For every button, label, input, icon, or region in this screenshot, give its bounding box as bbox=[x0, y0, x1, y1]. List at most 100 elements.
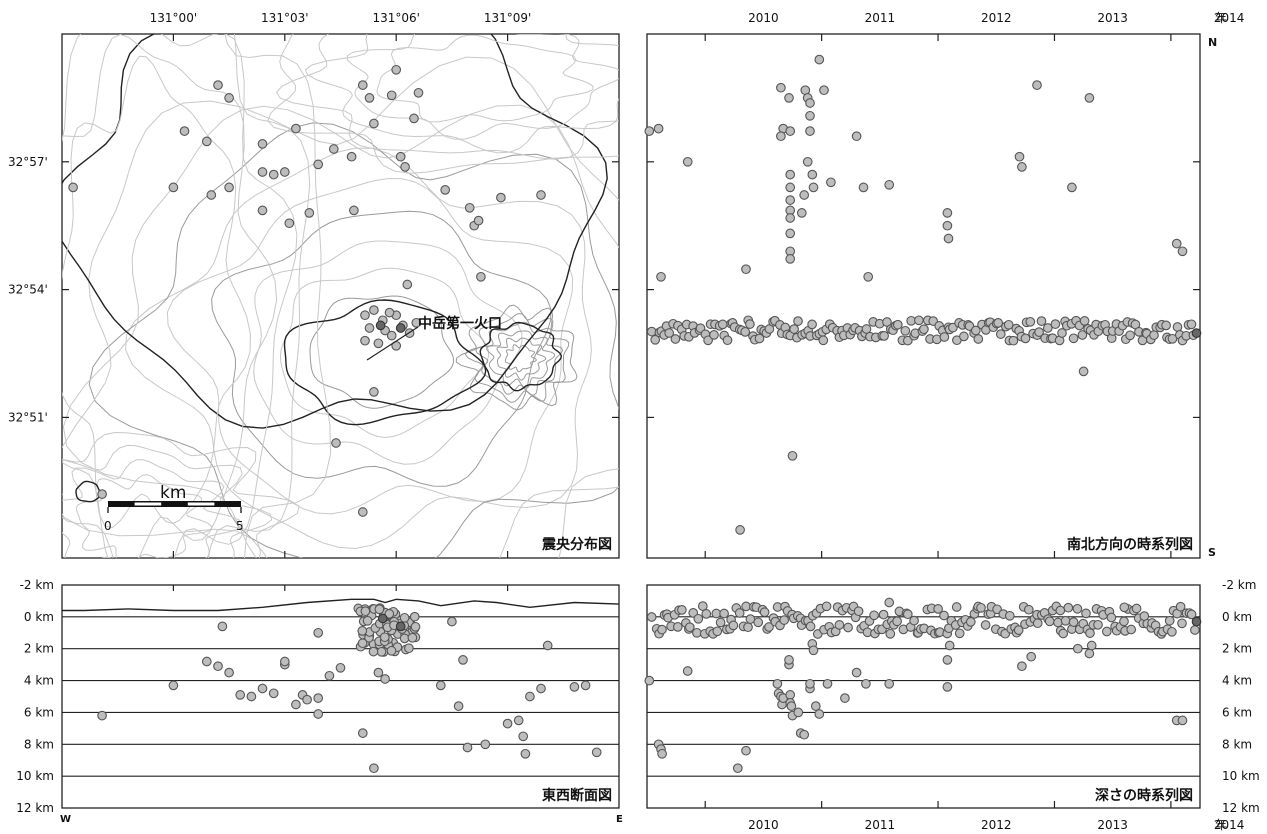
depth-time-point bbox=[793, 707, 804, 718]
ns-time-point bbox=[1057, 328, 1067, 338]
lon-tick-label: 131°09' bbox=[484, 11, 531, 25]
ns-time-point bbox=[776, 131, 786, 142]
depth-tick-label: 0 km bbox=[24, 610, 54, 624]
scale-bar-unit: km bbox=[160, 483, 186, 503]
depth-time-point bbox=[1072, 603, 1083, 614]
depth-time-point bbox=[701, 609, 712, 619]
ns-time-point bbox=[1020, 333, 1031, 344]
epicenter-point bbox=[386, 330, 397, 341]
ns-time-point bbox=[808, 182, 819, 193]
ns-time-point bbox=[1036, 316, 1047, 326]
depth-time-point bbox=[786, 701, 797, 711]
ns-time-point bbox=[787, 450, 798, 461]
ns-time-point bbox=[819, 85, 829, 96]
scale-bar-end: 5 bbox=[236, 519, 244, 533]
ew-section-point bbox=[268, 688, 279, 699]
epicenter-point bbox=[402, 279, 413, 290]
epicenter-point bbox=[304, 208, 315, 218]
ew-section-point bbox=[380, 674, 390, 684]
ns-time-point bbox=[1167, 333, 1178, 344]
ew-section-point bbox=[580, 680, 591, 691]
epicenter-point bbox=[360, 310, 370, 321]
epicenter-point bbox=[279, 167, 290, 177]
ns-time-point bbox=[789, 324, 799, 334]
epicenter-point bbox=[413, 87, 424, 98]
ns-time-point bbox=[735, 525, 745, 535]
ns-time-point bbox=[879, 331, 889, 341]
ns-time-point bbox=[970, 325, 981, 336]
ns-time-point bbox=[807, 169, 818, 180]
ew-section-point bbox=[368, 646, 379, 657]
ns-time-point bbox=[993, 318, 1004, 328]
ns-time-point bbox=[784, 93, 794, 103]
depth-time-point bbox=[657, 624, 667, 635]
ew-section-point bbox=[246, 691, 257, 702]
year-tick-label: 2010 bbox=[748, 11, 779, 25]
epicenter-point bbox=[369, 118, 379, 129]
ns-time-point bbox=[884, 179, 895, 190]
ns-time-point bbox=[959, 331, 969, 342]
ns-time-point bbox=[1068, 333, 1079, 344]
depth-time-point bbox=[1126, 624, 1137, 635]
epicenter-point bbox=[179, 126, 190, 136]
depth-tick-label: 4 km bbox=[1222, 674, 1252, 688]
epicenter-points bbox=[68, 64, 546, 517]
depth-time-point bbox=[902, 609, 913, 620]
depth-time-point bbox=[1177, 618, 1187, 629]
depth-time-point bbox=[1004, 610, 1015, 621]
depth-time-point bbox=[1084, 648, 1095, 659]
depth-time-point bbox=[1175, 601, 1186, 612]
epicenter-point bbox=[357, 80, 368, 90]
ns-time-point bbox=[1067, 182, 1077, 193]
epicenter-point bbox=[257, 139, 268, 149]
depth-time-point bbox=[834, 620, 845, 630]
epicenter-point bbox=[464, 202, 475, 213]
depth-time-point bbox=[1093, 619, 1103, 630]
contour-line bbox=[486, 330, 556, 389]
depth-time-title: 深さの時系列図 bbox=[1095, 787, 1193, 804]
ew-section-point bbox=[569, 682, 580, 692]
ns-time-point bbox=[670, 334, 681, 344]
depth-time-point bbox=[1167, 626, 1177, 637]
ew-section-point bbox=[379, 632, 390, 643]
epicenter-point bbox=[360, 335, 370, 346]
depth-tick-label: 6 km bbox=[24, 705, 54, 719]
ns-time-point bbox=[939, 332, 950, 342]
ns-time-point bbox=[858, 182, 869, 193]
ns-time-point bbox=[902, 335, 913, 346]
ns-time-point bbox=[1034, 327, 1044, 337]
depth-time-point bbox=[684, 622, 695, 633]
ns-time-point bbox=[805, 110, 815, 121]
ew-axis-west: W bbox=[60, 814, 71, 825]
ns-time-point bbox=[785, 228, 796, 239]
ns-time-point bbox=[863, 271, 874, 282]
year-tick-label: 2014 bbox=[1214, 11, 1245, 25]
epicenter-point-latest bbox=[375, 320, 386, 331]
ns-time-point bbox=[973, 334, 984, 344]
depth-time-point bbox=[644, 675, 655, 686]
depth-time-point bbox=[682, 666, 693, 676]
ew-section-point bbox=[224, 667, 234, 678]
epicenter-point bbox=[473, 215, 484, 226]
depth-tick-label: 12 km bbox=[16, 801, 54, 815]
ns-time-point bbox=[741, 264, 751, 275]
depth-time-point bbox=[779, 615, 790, 625]
depth-time-point bbox=[805, 678, 815, 689]
ns-time-point bbox=[1025, 316, 1036, 327]
ns-time-point bbox=[793, 316, 803, 326]
ns-time-point bbox=[814, 54, 825, 65]
ew-section-point bbox=[386, 645, 397, 656]
depth-time-point bbox=[954, 628, 965, 639]
ns-time-point bbox=[785, 213, 796, 223]
ew-section-point bbox=[404, 643, 414, 654]
ns-time-point bbox=[653, 123, 664, 134]
epicenter-point bbox=[496, 192, 506, 203]
ew-section-point-latest bbox=[377, 613, 388, 624]
ns-time-point bbox=[892, 319, 903, 330]
depth-time-point bbox=[719, 608, 729, 619]
ns-time-point bbox=[805, 98, 815, 108]
year-tick-label: 2011 bbox=[865, 11, 896, 25]
ns-time-point bbox=[1017, 162, 1027, 172]
ns-time-title: 南北方向の時系列図 bbox=[1067, 536, 1193, 553]
